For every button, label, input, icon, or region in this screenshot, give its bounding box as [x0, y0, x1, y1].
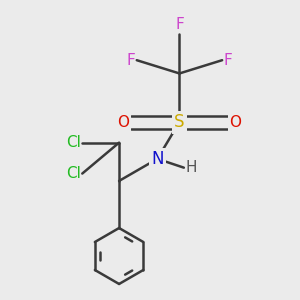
- Text: O: O: [117, 115, 129, 130]
- Text: F: F: [175, 17, 184, 32]
- Text: O: O: [230, 115, 242, 130]
- Text: F: F: [224, 53, 232, 68]
- Text: Cl: Cl: [66, 166, 81, 181]
- Text: S: S: [174, 113, 185, 131]
- Text: F: F: [127, 53, 135, 68]
- Text: N: N: [151, 150, 164, 168]
- Text: Cl: Cl: [66, 135, 81, 150]
- Text: H: H: [185, 160, 197, 175]
